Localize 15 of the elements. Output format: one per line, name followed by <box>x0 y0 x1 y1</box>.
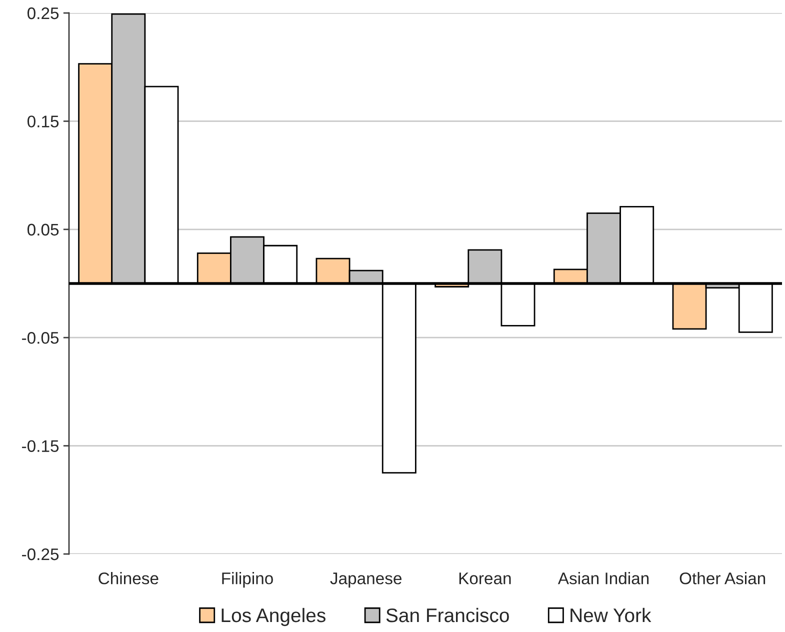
y-tick-label: 0.15 <box>27 116 59 128</box>
legend-label: San Francisco <box>386 608 509 622</box>
x-tick-label: Other Asian <box>680 572 766 584</box>
y-tick-label: -0.05 <box>22 332 59 344</box>
legend-label: New York <box>570 608 652 622</box>
legend-label: Los Angeles <box>222 608 326 626</box>
y-tick-label: -0.15 <box>22 440 59 452</box>
y-tick-label: -0.25 <box>22 548 59 560</box>
x-tick-label: Asian Indian <box>558 572 649 584</box>
x-tick-label: Japanese <box>330 572 402 588</box>
y-tick-label: 0.05 <box>27 224 59 236</box>
y-tick-label: 0.25 <box>27 7 59 20</box>
x-tick-label: Chinese <box>98 572 158 584</box>
x-tick-label: Korean <box>459 572 511 584</box>
x-tick-label: Filipino <box>222 572 273 588</box>
